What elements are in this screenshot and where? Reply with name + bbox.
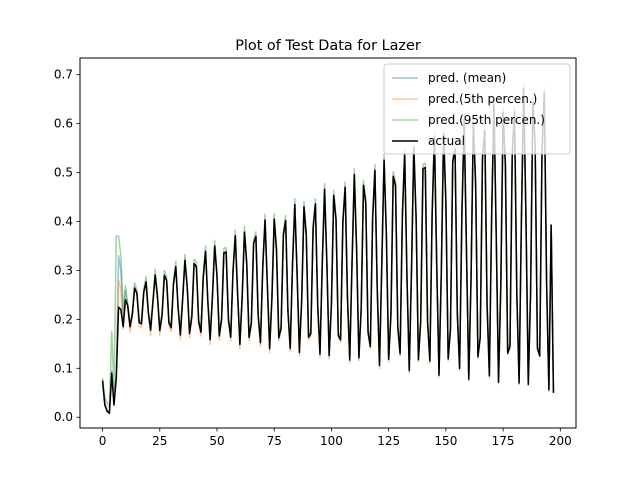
y-tick-label: 0.5 — [54, 166, 73, 180]
legend-label: pred. (mean) — [428, 71, 506, 85]
x-tick-label: 125 — [377, 434, 400, 448]
x-tick-label: 0 — [99, 434, 107, 448]
series-line-4 — [101, 87, 555, 415]
y-tick-label: 0.4 — [54, 214, 73, 228]
chart-title: Plot of Test Data for Lazer — [235, 38, 421, 54]
legend-label: pred.(95th percen.) — [428, 113, 545, 127]
x-tick-label: 200 — [549, 434, 572, 448]
x-axis: 0 25 50 75 100 125 150 175 200 — [99, 428, 572, 448]
y-axis: 0.0 0.1 0.2 0.3 0.4 0.5 0.6 0.7 — [54, 68, 80, 424]
legend-label: pred.(5th percen.) — [428, 92, 537, 106]
y-tick-label: 0.6 — [54, 117, 73, 131]
x-tick-label: 75 — [267, 434, 282, 448]
y-tick-label: 0.2 — [54, 312, 73, 326]
x-tick-label: 50 — [209, 434, 224, 448]
legend-box — [383, 63, 571, 155]
legend-label: actual — [428, 134, 465, 148]
axes-frame — [79, 57, 577, 429]
plot-area — [101, 81, 555, 415]
x-tick-label: 150 — [434, 434, 457, 448]
y-tick-label: 0.7 — [54, 68, 73, 82]
x-tick-label: 100 — [320, 434, 343, 448]
y-tick-label: 0.1 — [54, 361, 73, 375]
x-tick-label: 25 — [152, 434, 167, 448]
x-tick-label: 175 — [492, 434, 515, 448]
y-tick-label: 0.0 — [54, 410, 73, 424]
y-tick-label: 0.3 — [54, 263, 73, 277]
legend: pred. (mean) pred.(5th percen.) pred.(95th… — [383, 63, 571, 155]
